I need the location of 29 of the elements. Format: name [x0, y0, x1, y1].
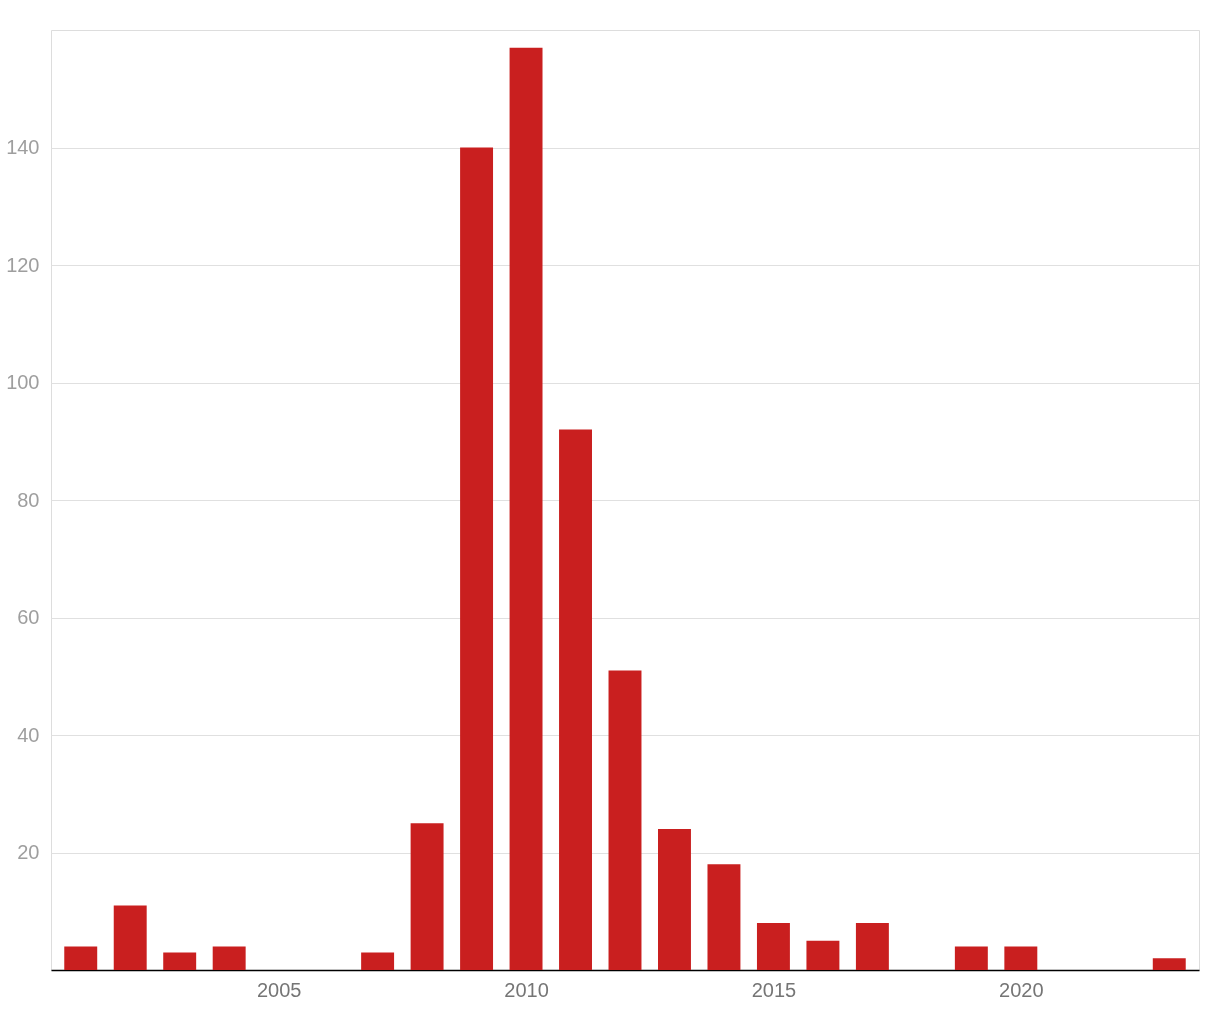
bar [163, 952, 197, 970]
x-tick-label: 2015 [751, 978, 797, 1001]
bar [756, 923, 790, 970]
bar [559, 429, 592, 970]
bar [608, 670, 642, 970]
bar [212, 946, 246, 970]
bar [855, 923, 889, 970]
y-tick-label: 20 [17, 841, 40, 863]
y-tick-label: 80 [17, 488, 40, 511]
bar [113, 905, 147, 970]
x-tick-label: 2010 [504, 978, 549, 1001]
y-tick-label: 40 [17, 723, 40, 746]
bar [410, 823, 444, 970]
x-tick-label: 2020 [999, 978, 1044, 1001]
bar [658, 829, 691, 970]
x-tick-label: 2005 [256, 978, 302, 1001]
bar [361, 952, 395, 970]
bar [806, 940, 840, 970]
bar [954, 946, 988, 970]
bar [1004, 946, 1038, 970]
y-tick-label: 120 [6, 253, 40, 276]
bar [707, 864, 741, 970]
y-tick-label: 100 [6, 371, 40, 393]
bar [64, 946, 98, 970]
y-tick-label: 140 [6, 136, 40, 158]
y-tick-label: 60 [17, 606, 40, 628]
bar [509, 47, 543, 970]
bar [1152, 958, 1186, 970]
bar [460, 147, 494, 970]
